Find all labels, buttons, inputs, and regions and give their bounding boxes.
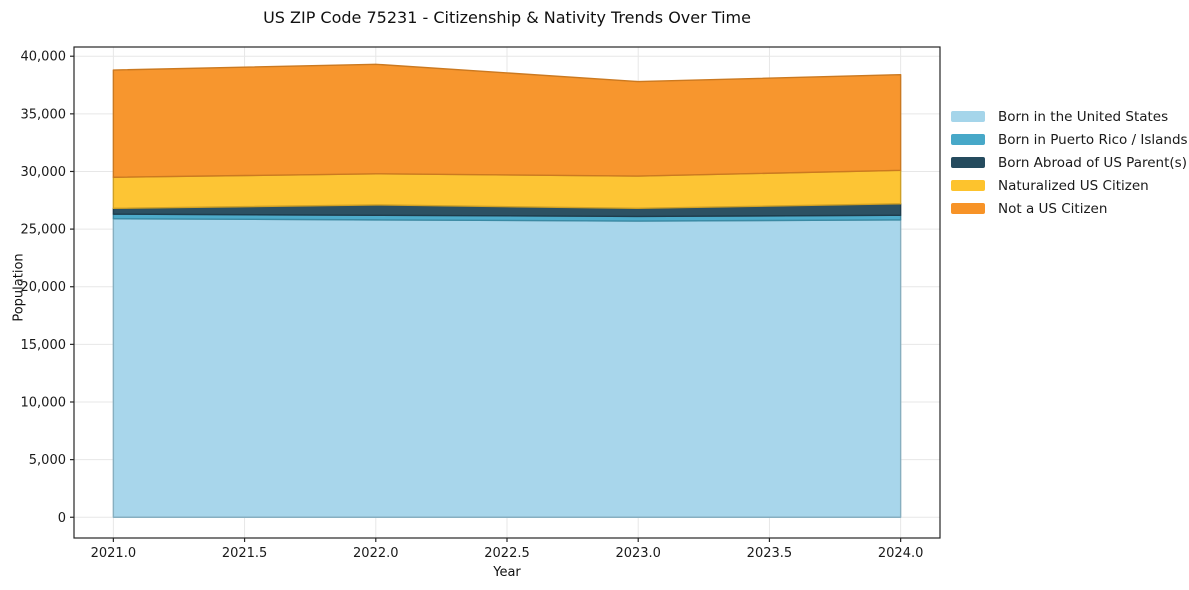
y-tick-label: 15,000 [21,338,67,353]
legend-swatch [951,180,985,191]
y-tick-label: 0 [58,511,66,526]
x-tick-label: 2023.5 [747,546,793,561]
legend-item: Born in the United States [951,105,1188,128]
legend-label: Born in Puerto Rico / Islands [998,131,1188,148]
legend-swatch [951,134,985,145]
legend-swatch [951,203,985,214]
legend-item: Born Abroad of US Parent(s) [951,151,1188,174]
legend-swatch [951,111,985,122]
area-born-in-the-united-states [112,218,902,518]
y-tick-label: 5,000 [29,453,66,468]
legend-item: Born in Puerto Rico / Islands [951,128,1188,151]
y-tick-label: 40,000 [21,50,67,65]
legend: Born in the United States Born in Puerto … [951,105,1188,220]
y-tick-label: 25,000 [21,223,67,238]
y-tick-label: 20,000 [21,280,67,295]
x-tick-label: 2022.0 [353,546,399,561]
y-axis-label: Population [11,253,27,322]
legend-label: Born Abroad of US Parent(s) [998,154,1187,171]
chart-title: US ZIP Code 75231 - Citizenship & Nativi… [263,8,751,27]
area-not-a-us-citizen [112,63,902,178]
y-tick-label: 30,000 [21,165,67,180]
legend-item: Naturalized US Citizen [951,174,1188,197]
legend-label: Naturalized US Citizen [998,177,1149,194]
legend-label: Born in the United States [998,108,1169,125]
x-tick-label: 2021.5 [222,546,268,561]
x-tick-label: 2022.5 [484,546,530,561]
y-tick-label: 10,000 [21,395,67,410]
legend-swatch [951,157,985,168]
legend-item: Not a US Citizen [951,197,1188,220]
y-tick-label: 35,000 [21,107,67,122]
x-tick-label: 2024.0 [878,546,924,561]
x-tick-label: 2023.0 [615,546,661,561]
legend-label: Not a US Citizen [998,200,1108,217]
x-tick-label: 2021.0 [91,546,137,561]
x-axis-label: Year [493,565,521,580]
